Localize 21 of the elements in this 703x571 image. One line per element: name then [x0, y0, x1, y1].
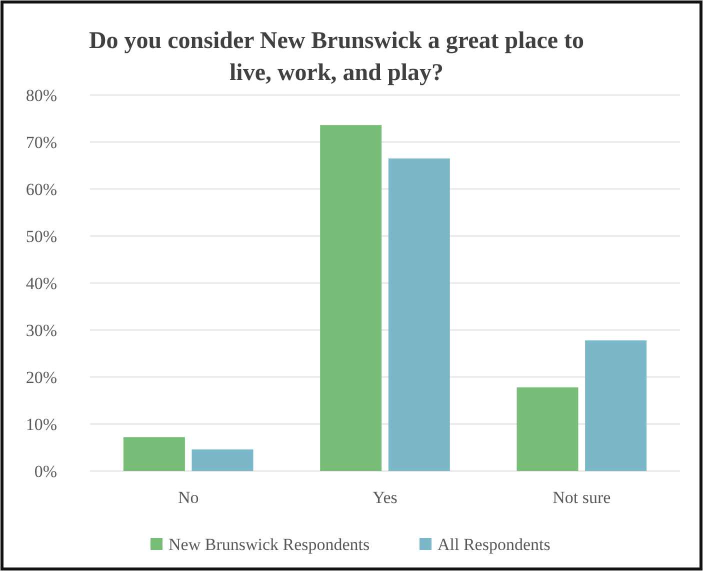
y-tick-label: 10%	[26, 414, 57, 434]
bar	[192, 449, 254, 471]
legend-label: New Brunswick Respondents	[168, 534, 370, 554]
y-tick-label: 60%	[26, 180, 57, 199]
bar	[388, 158, 450, 471]
bar	[320, 125, 382, 471]
bar	[516, 387, 578, 471]
y-tick-label: 20%	[26, 368, 57, 387]
y-tick-label: 70%	[26, 132, 57, 152]
y-tick-label: 50%	[26, 226, 57, 246]
bar	[585, 340, 647, 471]
bar	[123, 437, 185, 471]
legend-label: All Respondents	[438, 534, 550, 554]
y-tick-label: 30%	[26, 320, 57, 340]
y-tick-label: 0%	[34, 462, 57, 481]
x-tick-label: No	[178, 488, 199, 507]
y-tick-label: 80%	[26, 86, 57, 105]
y-tick-label: 40%	[26, 274, 57, 293]
x-tick-label: Yes	[372, 488, 398, 507]
chart-title: Do you consider New Brunswick a great place to live, work, and play?	[88, 28, 584, 86]
x-tick-label: Not sure	[552, 488, 611, 507]
